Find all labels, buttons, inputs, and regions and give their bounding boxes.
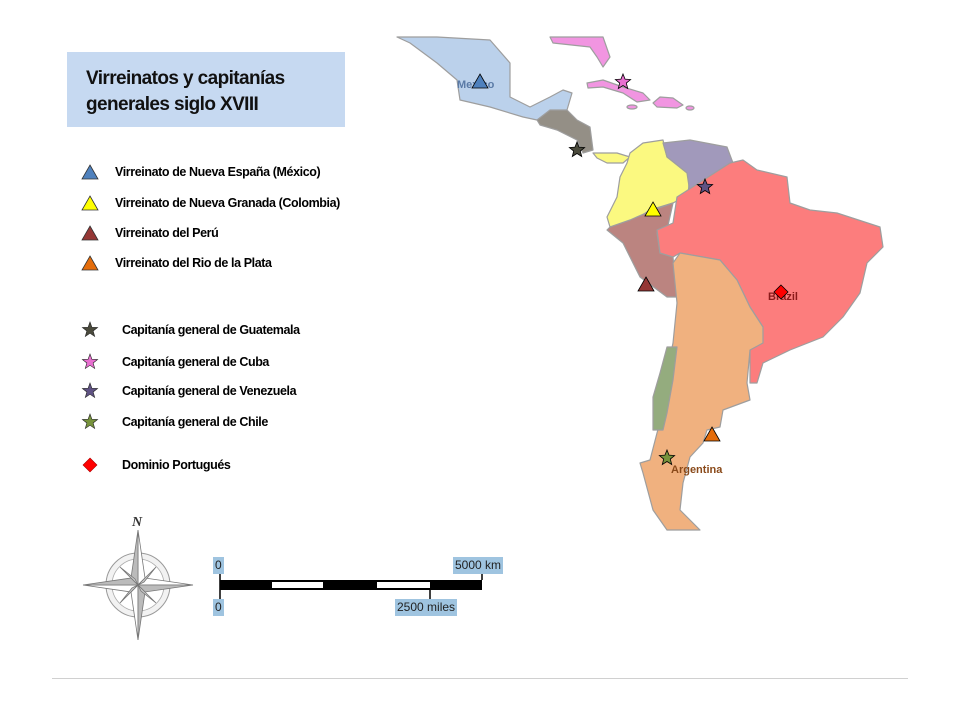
title-box: Virreinatos y capitanías generales siglo…: [67, 52, 345, 127]
region-brasil: [656, 159, 884, 384]
yellow-triangle-icon: [81, 195, 99, 211]
map-label-argentina: Argentina: [671, 464, 723, 476]
marker-venezuela-icon: [696, 177, 714, 195]
legend-label: Virreinato del Perú: [115, 226, 219, 240]
marker-cuba-icon: [614, 72, 632, 90]
marker-nueva-espana-icon: [471, 73, 489, 89]
compass-north-label: N: [131, 515, 143, 530]
legend-label: Capitanía general de Guatemala: [122, 323, 300, 337]
legend-label: Capitanía general de Chile: [122, 415, 268, 429]
scale-bar: [219, 570, 483, 600]
blue-triangle-icon: [81, 164, 99, 180]
brown-triangle-icon: [81, 225, 99, 241]
legend-item-cuba: Capitanía general de Cuba: [80, 352, 269, 372]
legend-item-rio-de-la-plata: Virreinato del Rio de la Plata: [80, 253, 272, 273]
region-florida: [549, 36, 611, 68]
legend-label: Capitanía general de Venezuela: [122, 384, 297, 398]
legend-item-chile: Capitanía general de Chile: [80, 412, 268, 432]
marker-portugues-icon: [773, 284, 789, 300]
scale-miles-label: 2500 miles: [395, 599, 458, 616]
dark-star-icon: [81, 321, 99, 338]
region-panama: [592, 152, 631, 164]
scale-km-label: 5000 km: [453, 557, 504, 574]
region-guatemala: [536, 109, 594, 154]
legend-item-portugues: Dominio Portugués: [80, 455, 231, 475]
marker-nueva-granada-icon: [644, 201, 662, 217]
region-hispaniola: [652, 96, 684, 109]
marker-chile-icon: [658, 448, 676, 466]
region-puerto-rico: [685, 105, 695, 111]
legend-item-peru: Virreinato del Perú: [80, 223, 219, 243]
legend-item-nueva-espana: Virreinato de Nueva España (México): [80, 162, 321, 182]
marker-rio-de-la-plata-icon: [703, 426, 721, 442]
legend-label: Capitanía general de Cuba: [122, 355, 269, 369]
red-diamond-icon: [82, 457, 98, 473]
purple-star-icon: [81, 382, 99, 399]
region-jamaica: [626, 104, 638, 110]
region-cuba: [586, 79, 651, 103]
page-title: Virreinatos y capitanías generales siglo…: [86, 68, 285, 115]
region-chile: [652, 346, 678, 431]
bottom-divider: [52, 678, 908, 679]
legend-label: Dominio Portugués: [122, 458, 231, 472]
marker-guatemala-icon: [568, 140, 586, 158]
marker-peru-icon: [637, 276, 655, 292]
legend-label: Virreinato de Nueva España (México): [115, 165, 321, 179]
legend-item-guatemala: Capitanía general de Guatemala: [80, 320, 300, 340]
pink-star-icon: [81, 353, 99, 370]
legend-item-venezuela: Capitanía general de Venezuela: [80, 381, 297, 401]
legend-label: Virreinato del Rio de la Plata: [115, 256, 272, 270]
orange-triangle-icon: [81, 255, 99, 271]
green-star-icon: [81, 413, 99, 430]
scale-zero-mi-label: 0: [213, 599, 224, 616]
compass-rose-icon: [82, 529, 194, 641]
scale-zero-km-label: 0: [213, 557, 224, 574]
legend-label: Virreinato de Nueva Granada (Colombia): [115, 196, 340, 210]
legend-item-nueva-granada: Virreinato de Nueva Granada (Colombia): [80, 193, 340, 213]
